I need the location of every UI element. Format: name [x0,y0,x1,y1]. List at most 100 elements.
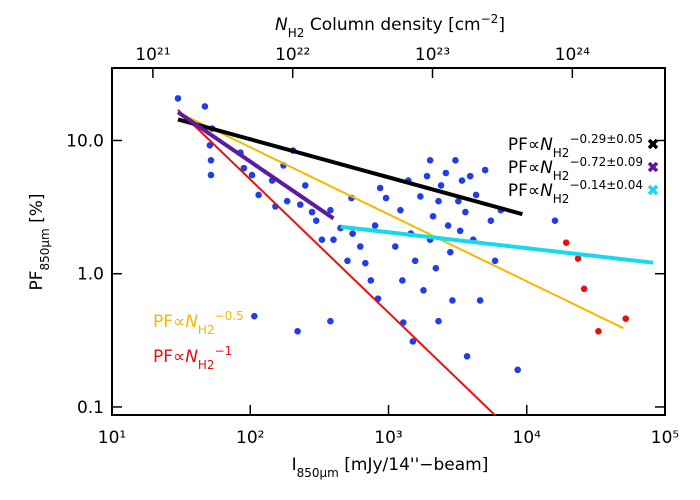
data-point [301,182,309,189]
data-point [417,193,424,200]
data-point [514,366,521,374]
x-axis-label-part: I [292,455,297,475]
data-point [409,338,417,345]
x2-axis-label-part: N [275,15,288,35]
x-tick-label: 10⁴ [513,428,542,448]
legend-label-part: N [540,181,553,201]
data-point [397,206,404,214]
data-point [456,227,464,235]
x-tick-label: 10¹ [98,428,126,448]
data-point [371,222,379,229]
data-point [296,201,304,208]
data-point [562,239,570,246]
fit-annotation-part: H2 [198,323,215,337]
data-point [463,352,471,360]
data-point [411,257,419,265]
legend-label-part: −0.14±0.04 [569,178,643,192]
fit-annotation-part: N [185,347,198,367]
y-axis-label-part: [%] [27,193,47,228]
x2-axis-label-part: H2 [288,26,305,40]
legend-label-part: PF∝ [508,181,540,201]
data-point [207,171,215,179]
legend-label: PF∝NH2−0.14±0.04 [508,178,643,206]
fit-line [177,117,523,217]
x-tick-label: 10³ [374,428,402,448]
data-point [367,277,375,284]
data-point [349,230,356,237]
legend-label-part: PF∝ [508,158,540,178]
data-point [580,285,588,293]
data-point [551,217,559,224]
legend-label-part: PF∝ [508,135,540,155]
fit-annotation-part: H2 [198,358,215,372]
x2-axis-label-part: ] [498,15,505,35]
data-point [435,197,442,205]
y-axis-label-part: 850μm [38,228,52,270]
data-point [449,297,456,304]
y-tick-label: 0.1 [77,398,104,418]
x2-axis-label-part: −2 [481,12,499,26]
data-point [382,194,390,202]
data-point [447,248,454,256]
y-tick-label: 10.0 [66,131,104,151]
x2-tick-label: 10²³ [415,45,450,65]
data-point [442,169,450,177]
data-point [344,257,351,265]
data-point [294,327,301,335]
data-point [420,287,427,294]
legend-label-part: −0.29±0.05 [569,132,643,146]
x-axis-label: I850μm [mJy/14''−beam] [292,455,489,480]
data-point [426,157,434,164]
data-point [462,208,469,216]
data-point [392,243,399,250]
y-tick-label: 1.0 [77,265,104,285]
data-point [206,142,214,149]
data-point [327,317,334,325]
legend-label-part: N [540,158,553,178]
data-point [207,157,215,164]
data-point [574,255,582,262]
legend-marker [647,138,659,150]
legend-label-part: H2 [553,192,570,206]
fit-annotation-part: PF∝ [153,347,185,367]
x-tick-label: 10² [236,428,264,448]
fit-annotation: PF∝NH2−0.5 [153,309,244,337]
data-point [466,172,474,180]
data-point [356,243,364,250]
x-axis-label-part: 850μm [297,466,339,480]
data-point [240,164,248,172]
data-point [437,182,445,189]
y-axis-label-part: PF [27,271,47,291]
data-point [429,212,437,220]
data-point [476,297,484,304]
fit-line [177,109,497,415]
data-point [362,259,369,267]
data-point [458,177,466,184]
x-axis-label-part: [mJy/14''−beam] [339,455,488,475]
data-point [472,191,480,199]
data-point [455,197,462,205]
data-point [487,217,495,224]
data-point [595,327,602,335]
data-point [444,222,452,229]
x2-tick-label: 10²⁴ [555,45,590,65]
data-point [423,172,431,180]
data-point [481,166,489,174]
data-point [318,236,326,244]
x2-tick-label: 10²² [275,45,310,65]
data-point [174,95,182,102]
data-point [283,197,291,205]
fit-line [177,111,624,330]
legend-label: PF∝NH2−0.72±0.09 [508,155,643,183]
fit-annotation-part: −0.5 [215,309,244,323]
legend-marker [647,184,659,196]
data-point [330,236,337,244]
y-axis-label: PF850μm [%] [27,193,52,290]
x-tick-label: 10⁵ [651,428,679,448]
legend-label-part: H2 [553,146,570,160]
data-point [201,103,209,110]
fit-annotation-part: −1 [215,344,233,358]
plot-area [174,95,654,415]
fit-annotation: PF∝NH2−1 [153,344,232,372]
